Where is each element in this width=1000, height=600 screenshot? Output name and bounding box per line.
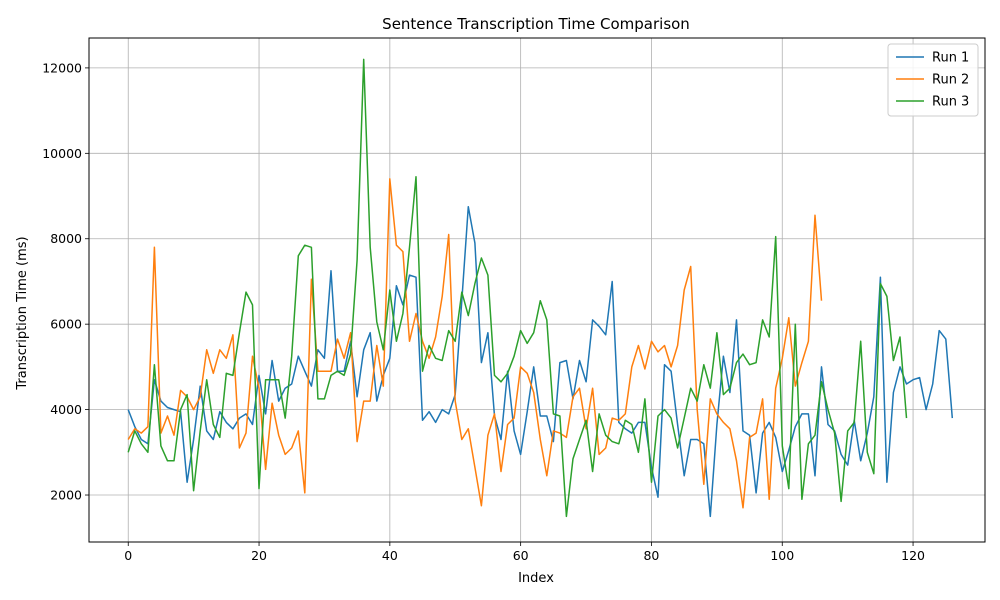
chart-title: Sentence Transcription Time Comparison: [382, 15, 690, 33]
plot-frame: [88, 37, 986, 543]
legend-label: Run 2: [932, 73, 969, 88]
grid: [89, 38, 985, 542]
x-axis-title: Index: [518, 571, 554, 586]
y-tick-label: 4000: [50, 402, 82, 417]
x-tick-label: 60: [513, 548, 529, 563]
x-tick-label: 120: [901, 548, 925, 563]
series-line-run-2: [127, 178, 823, 509]
x-tick-label: 20: [251, 548, 267, 563]
legend: Run 1 Run 2 Run 3: [887, 43, 979, 117]
y-tick-label: 8000: [50, 231, 82, 246]
y-tick-label: 10000: [42, 146, 82, 161]
x-tick-label: 40: [382, 548, 398, 563]
x-tick-label: 0: [124, 548, 132, 563]
axis-ticks: 0 20 40 60 80 100 120 2000 4000 6000 8000 10000 1200…: [42, 60, 925, 563]
x-tick-label: 80: [643, 548, 659, 563]
y-tick-label: 2000: [50, 488, 82, 503]
series-lines: [127, 58, 954, 518]
legend-label: Run 1: [932, 51, 969, 66]
x-tick-label: 100: [770, 548, 794, 563]
series-line-run-1: [127, 205, 954, 518]
series-line-run-3: [127, 58, 908, 518]
legend-box: [887, 43, 979, 117]
y-tick-label: 12000: [42, 60, 82, 75]
legend-label: Run 3: [932, 95, 969, 110]
y-axis-title: Transcription Time (ms): [15, 236, 30, 390]
y-tick-label: 6000: [50, 317, 82, 332]
